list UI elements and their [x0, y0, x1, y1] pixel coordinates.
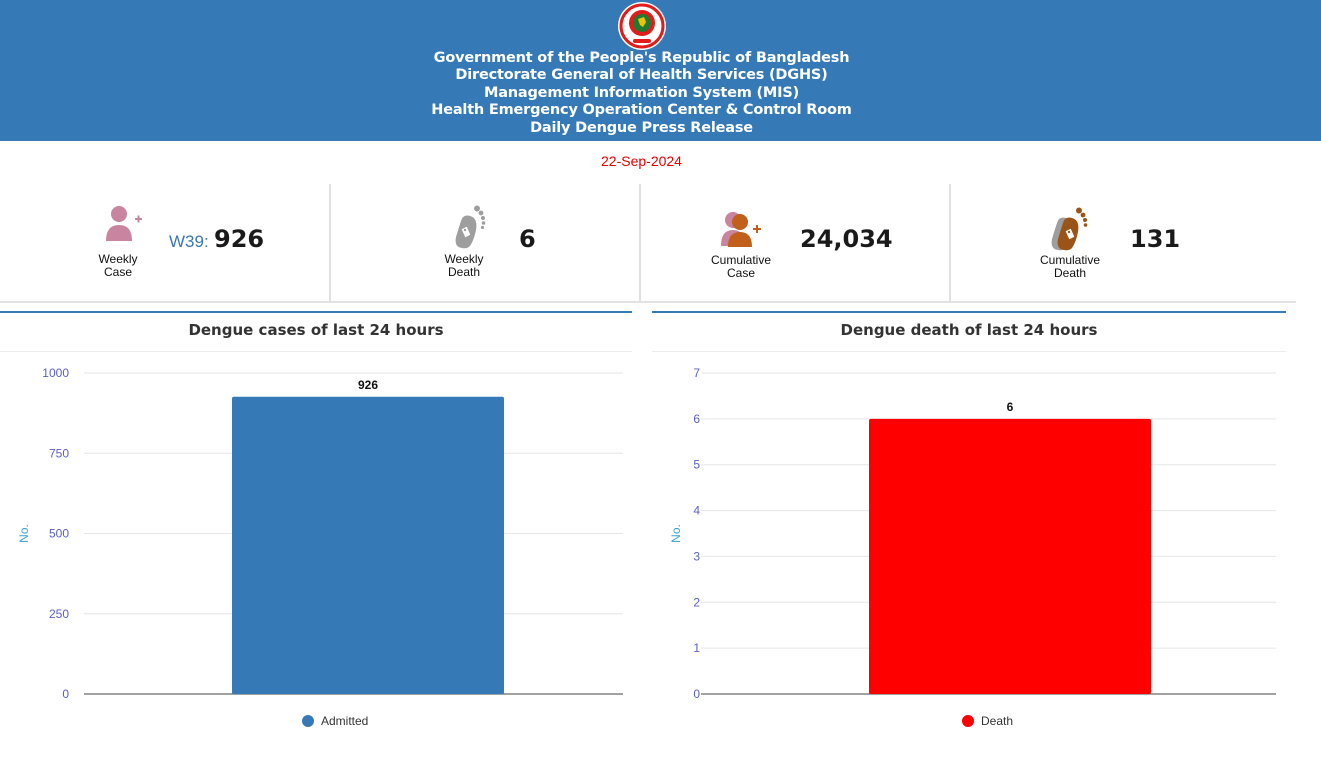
bar	[869, 418, 1151, 694]
government-emblem-icon	[618, 2, 666, 50]
stat-divider	[949, 184, 951, 301]
header-line-dghs: Directorate General of Health Services (…	[455, 67, 828, 84]
stat-cumulative-death-value: 131	[1130, 225, 1181, 253]
person-plus-icon	[106, 206, 142, 241]
stat-label-line: Cumulative	[1039, 253, 1101, 267]
stat-label-line: Weekly	[98, 252, 138, 266]
y-tick-label: 0	[62, 687, 69, 701]
y-axis-label: No.	[17, 524, 31, 543]
report-date: 22-Sep-2024	[601, 153, 682, 169]
stat-label-line: Case	[726, 265, 755, 280]
panel-divider	[0, 351, 632, 352]
y-tick-label: 250	[49, 607, 69, 621]
y-tick-label: 3	[693, 549, 700, 563]
legend-marker	[962, 715, 974, 727]
legend-label: Death	[981, 714, 1013, 728]
page-header: Government of the People's Republic of B…	[0, 0, 1321, 141]
stat-cumulative-case-value: 24,034	[800, 225, 893, 253]
stat-label-line: Case	[103, 264, 132, 279]
y-tick-label: 1	[693, 641, 700, 655]
people-plus-icon	[721, 212, 761, 247]
chart-panel-cases: Dengue cases of last 24 hours 0 250 500 750…	[0, 311, 632, 733]
legend-label: Admitted	[321, 714, 368, 728]
stat-divider	[639, 184, 641, 301]
stat-label-line: Cumulative	[710, 253, 772, 267]
bar	[232, 396, 504, 694]
stat-weekly-case: Weekly Case W39: 926	[0, 184, 330, 301]
stat-weekly-case-value: 926	[214, 225, 265, 253]
stat-cumulative-case: Cumulative Case 24,034	[641, 184, 950, 301]
header-line-heoc: Health Emergency Operation Center & Cont…	[431, 102, 852, 119]
chart-title: Dengue death of last 24 hours	[840, 321, 1098, 339]
week-number: W39:	[169, 232, 209, 251]
y-tick-label: 5	[693, 458, 700, 472]
header-line-press-release: Daily Dengue Press Release	[530, 119, 753, 136]
legend-marker	[302, 715, 314, 727]
stats-row: Weekly Case W39: 926 Weekly Death 6	[0, 184, 1296, 303]
foot-tag-icon	[455, 205, 486, 249]
y-tick-label: 4	[693, 504, 700, 518]
data-label: 6	[1007, 400, 1014, 414]
stat-weekly-case-label: Weekly Case	[73, 253, 163, 278]
header-line-mis: Management Information System (MIS)	[483, 84, 800, 101]
stat-label-line: Weekly	[444, 252, 484, 266]
chart-title: Dengue cases of last 24 hours	[188, 321, 444, 339]
chart-deaths: 0 1 2 3 4 5 6 7 No. 6 Death	[669, 366, 1276, 728]
y-tick-label: 6	[693, 412, 700, 426]
stat-weekly-death: Weekly Death 6	[331, 184, 640, 301]
stat-weekly-death-value: 6	[519, 225, 536, 253]
stat-cumulative-death-label: Cumulative Death	[1025, 254, 1115, 279]
stat-label-line: Death	[447, 264, 481, 279]
header-title-block: Government of the People's Republic of B…	[0, 50, 1283, 137]
stat-weekly-death-label: Weekly Death	[419, 253, 509, 278]
stat-label-line: Death	[1053, 265, 1087, 280]
y-tick-label: 2	[693, 595, 700, 609]
y-tick-label: 500	[49, 527, 69, 541]
stat-cumulative-death: Cumulative Death 131	[951, 184, 1296, 301]
y-tick-label: 750	[49, 446, 69, 460]
chart-panel-deaths: Dengue death of last 24 hours 0 1 2 3 4 5 6 7 No…	[652, 311, 1286, 733]
stat-divider	[329, 184, 331, 301]
panel-divider	[652, 351, 1286, 352]
y-tick-label: 0	[693, 687, 700, 701]
y-tick-label: 1000	[42, 366, 69, 380]
foot-tag-icon	[1051, 207, 1088, 251]
header-line-government: Government of the People's Republic of B…	[433, 50, 850, 66]
data-label: 926	[358, 378, 378, 392]
stat-cumulative-case-label: Cumulative Case	[696, 254, 786, 279]
chart-cases: 0 250 500 750 1000 No. 926 Admitted	[17, 366, 623, 728]
y-axis-label: No.	[669, 524, 683, 543]
y-tick-label: 7	[693, 366, 700, 380]
